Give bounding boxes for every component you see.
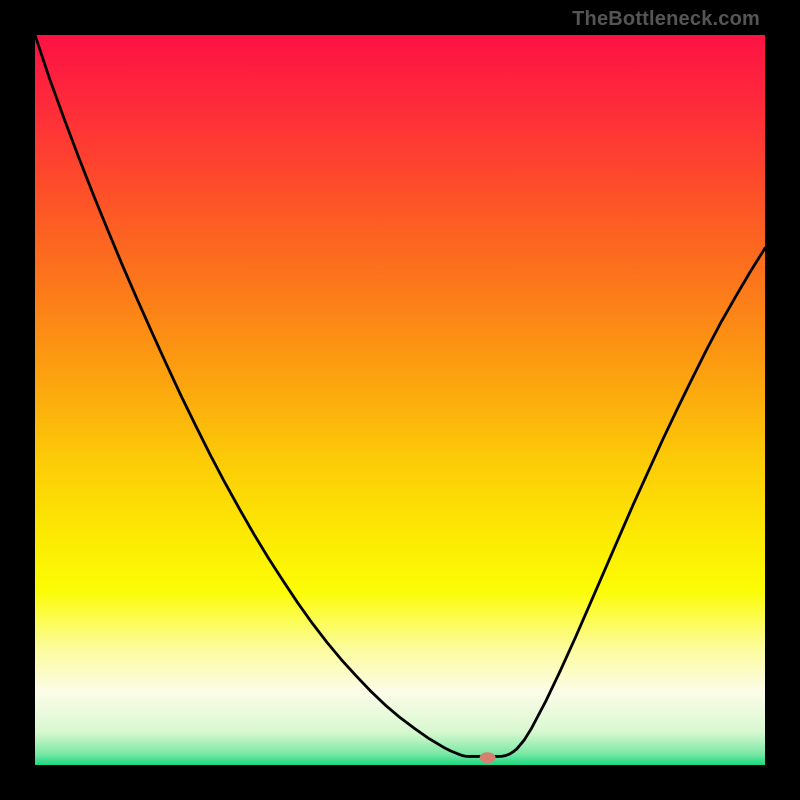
chart-svg: [35, 35, 765, 765]
watermark-text: TheBottleneck.com: [572, 8, 760, 31]
plot-area: [35, 35, 765, 765]
gradient-background: [35, 35, 765, 765]
optimum-dot: [480, 752, 496, 763]
chart-frame: TheBottleneck.com: [0, 0, 800, 800]
